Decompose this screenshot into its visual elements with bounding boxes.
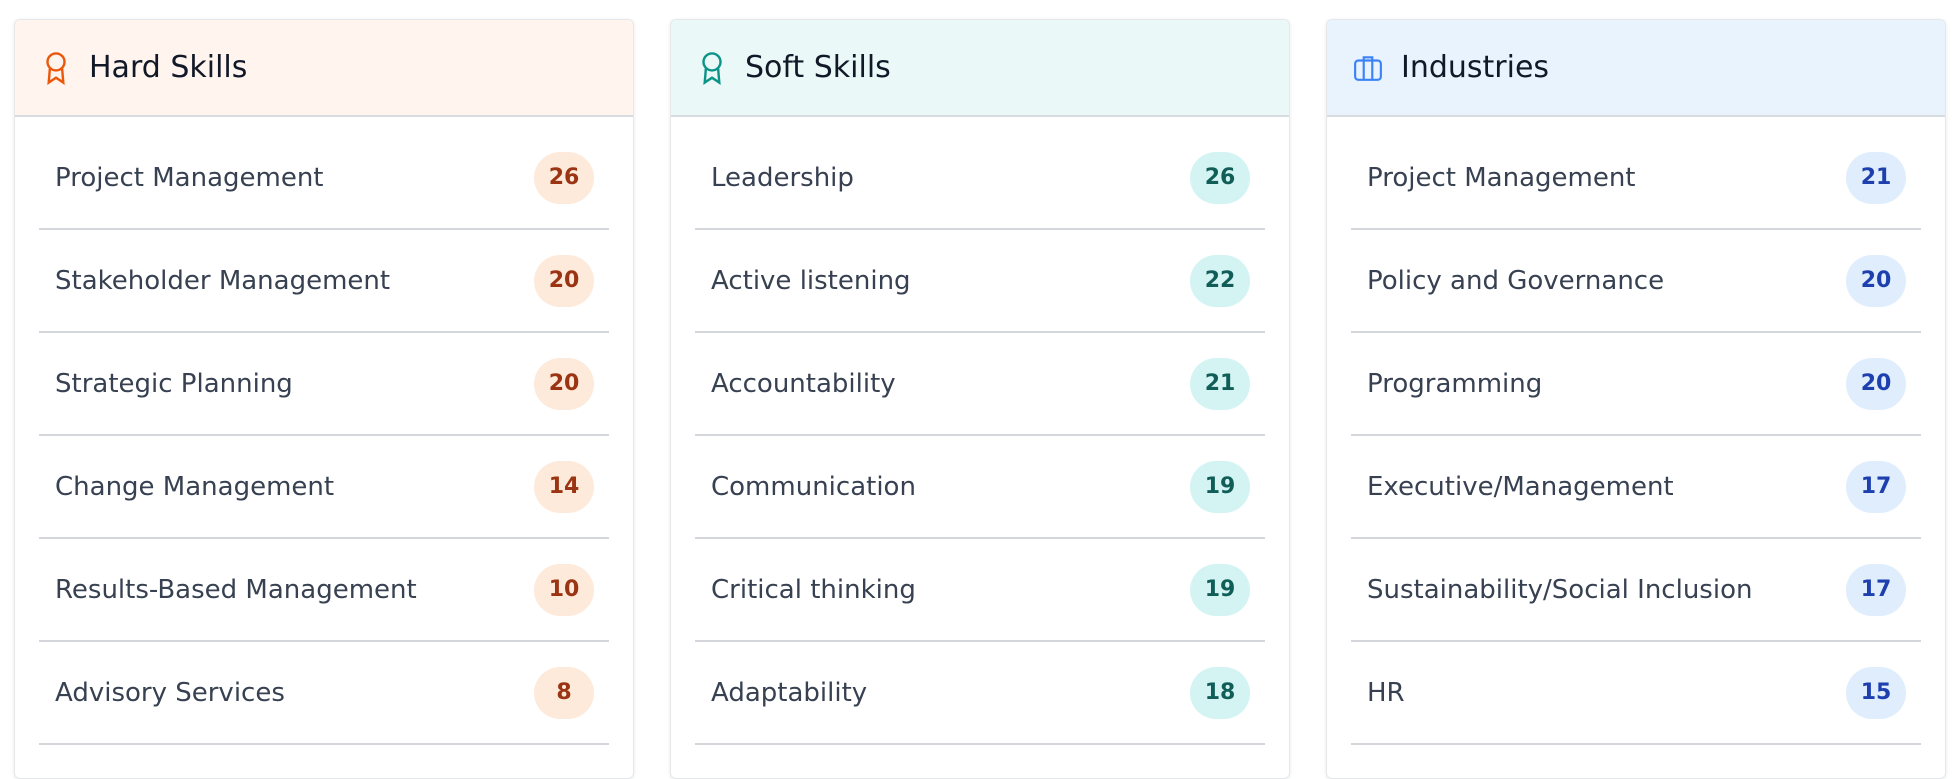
- item-label: Sustainability/Social Inclusion: [1367, 574, 1753, 605]
- card-header: Soft Skills: [671, 20, 1289, 117]
- list-item: Project Management 26: [39, 127, 609, 230]
- item-label: Executive/Management: [1367, 471, 1674, 502]
- list-item: Programming 20: [1351, 333, 1921, 436]
- item-label: Strategic Planning: [55, 368, 293, 399]
- list-item: Stakeholder Management 20: [39, 230, 609, 333]
- count-badge: 21: [1846, 151, 1906, 204]
- item-label: Policy and Governance: [1367, 265, 1665, 296]
- item-label: Active listening: [711, 265, 911, 296]
- count-badge: 26: [1190, 151, 1250, 204]
- list-item: Advisory Services 8: [39, 642, 609, 745]
- count-badge: 21: [1190, 357, 1250, 410]
- card: Soft Skills Leadership 26 Active listening…: [670, 19, 1290, 779]
- list-item: Change Management 14: [39, 436, 609, 539]
- count-badge: 20: [1846, 254, 1906, 307]
- count-badge: 15: [1846, 666, 1906, 719]
- list-item: Communication 19: [695, 436, 1265, 539]
- count-badge: 20: [534, 254, 594, 307]
- count-badge: 20: [1846, 357, 1906, 410]
- list-item: Active listening 22: [695, 230, 1265, 333]
- count-badge: 19: [1190, 460, 1250, 513]
- count-badge: 26: [534, 151, 594, 204]
- count-badge: 17: [1846, 460, 1906, 513]
- card: Hard Skills Project Management 26 Stakehol…: [14, 19, 634, 779]
- count-badge: 22: [1190, 254, 1250, 307]
- list-item: Project Management 21: [1351, 127, 1921, 230]
- item-list: Project Management 26 Stakeholder Manageme…: [15, 117, 633, 745]
- list-item: Executive/Management 17: [1351, 436, 1921, 539]
- item-label: Adaptability: [711, 677, 868, 708]
- list-item: HR 15: [1351, 642, 1921, 745]
- item-label: Project Management: [55, 162, 324, 193]
- count-badge: 8: [534, 666, 594, 719]
- card-title: Industries: [1401, 50, 1550, 85]
- award-icon: [46, 51, 66, 85]
- item-label: Advisory Services: [55, 677, 285, 708]
- list-item: Critical thinking 19: [695, 539, 1265, 642]
- page: Hard Skills Project Management 26 Stakehol…: [14, 19, 1946, 779]
- list-item: Strategic Planning 20: [39, 333, 609, 436]
- list-item: Leadership 26: [695, 127, 1265, 230]
- item-list: Leadership 26 Active listening 22 Accountabi…: [671, 117, 1289, 745]
- card-header: Hard Skills: [15, 20, 633, 117]
- item-label: Project Management: [1367, 162, 1636, 193]
- list-item: Policy and Governance 20: [1351, 230, 1921, 333]
- count-badge: 19: [1190, 563, 1250, 616]
- card: Industries Project Management 21 Policy an…: [1326, 19, 1946, 779]
- card-title: Hard Skills: [89, 50, 248, 85]
- item-list: Project Management 21 Policy and Governanc…: [1327, 117, 1945, 745]
- count-badge: 20: [534, 357, 594, 410]
- item-label: Programming: [1367, 368, 1543, 399]
- list-item: Sustainability/Social Inclusion 17: [1351, 539, 1921, 642]
- list-item: Results-Based Management 10: [39, 539, 609, 642]
- item-label: Leadership: [711, 162, 854, 193]
- briefcase-icon: [1354, 55, 1382, 81]
- item-label: Stakeholder Management: [55, 265, 391, 296]
- card-header: Industries: [1327, 20, 1945, 117]
- item-label: Accountability: [711, 368, 896, 399]
- card-title: Soft Skills: [745, 50, 891, 85]
- count-badge: 14: [534, 460, 594, 513]
- item-label: Communication: [711, 471, 916, 502]
- item-label: Results-Based Management: [55, 574, 417, 605]
- item-label: HR: [1367, 677, 1405, 708]
- list-item: Adaptability 18: [695, 642, 1265, 745]
- count-badge: 10: [534, 563, 594, 616]
- award-icon: [702, 51, 722, 85]
- count-badge: 18: [1190, 666, 1250, 719]
- count-badge: 17: [1846, 563, 1906, 616]
- item-label: Change Management: [55, 471, 335, 502]
- list-item: Accountability 21: [695, 333, 1265, 436]
- item-label: Critical thinking: [711, 574, 916, 605]
